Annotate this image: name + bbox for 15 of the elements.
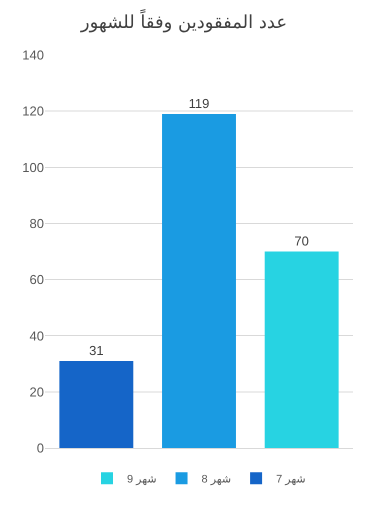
chart-title: عدد المفقودين وفقاً للشهور xyxy=(80,8,288,33)
y-tick-label: 80 xyxy=(30,216,44,231)
y-tick-label: 20 xyxy=(30,384,44,400)
y-tick-label: 100 xyxy=(22,160,44,175)
y-tick-label: 0 xyxy=(36,440,44,456)
y-tick-label: 40 xyxy=(30,328,44,344)
data-label: 70 xyxy=(294,234,309,248)
legend-label: شهر 8 xyxy=(202,474,232,486)
y-tick-label: 60 xyxy=(30,272,44,288)
legend-label: شهر 9 xyxy=(127,474,157,486)
y-tick-label: 140 xyxy=(22,48,44,63)
y-tick-label: 120 xyxy=(22,104,44,119)
legend-label: شهر 7 xyxy=(276,474,306,486)
data-label: 31 xyxy=(89,342,104,358)
data-label: 119 xyxy=(188,96,210,111)
